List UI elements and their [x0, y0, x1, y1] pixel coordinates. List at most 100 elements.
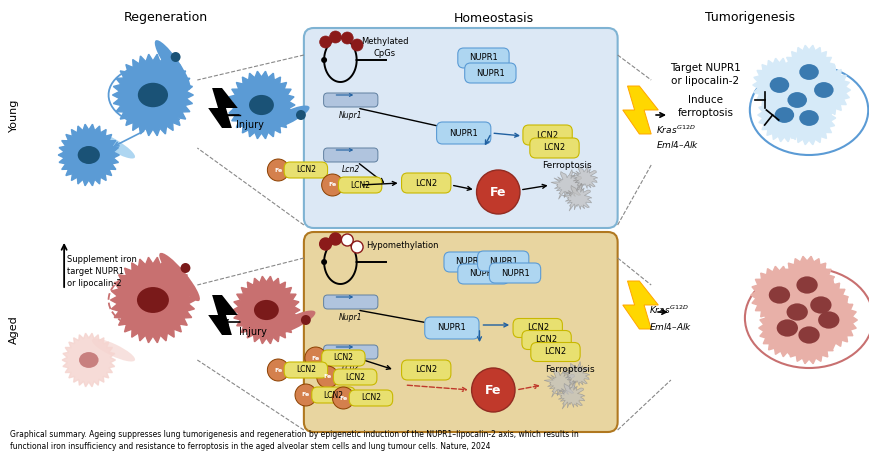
Text: Injury: Injury	[238, 327, 266, 337]
Text: LCN2: LCN2	[323, 390, 343, 400]
Text: LCN2: LCN2	[361, 394, 381, 403]
FancyBboxPatch shape	[348, 390, 392, 406]
Polygon shape	[233, 276, 300, 344]
Text: NUPR1: NUPR1	[437, 324, 466, 332]
FancyBboxPatch shape	[401, 360, 450, 380]
Text: LCN2: LCN2	[295, 365, 315, 375]
Text: target NUPR1: target NUPR1	[67, 267, 124, 276]
Text: $\it{Kras}^{G12D}$: $\it{Kras}^{G12D}$	[648, 304, 688, 316]
Text: $\it{Eml4}$–$\it{Alk}$: $\it{Eml4}$–$\it{Alk}$	[655, 138, 699, 149]
Ellipse shape	[137, 83, 168, 107]
Polygon shape	[562, 361, 589, 387]
Polygon shape	[208, 88, 237, 128]
Text: Ferroptosis: Ferroptosis	[542, 161, 592, 169]
FancyBboxPatch shape	[513, 319, 561, 337]
Text: Fe: Fe	[274, 168, 282, 173]
Text: Fe: Fe	[485, 384, 501, 396]
FancyArrowPatch shape	[407, 385, 466, 391]
Text: $\it{Eml4}$–$\it{Alk}$: $\it{Eml4}$–$\it{Alk}$	[648, 321, 692, 331]
Ellipse shape	[254, 300, 278, 320]
Ellipse shape	[813, 82, 833, 98]
Text: Methylated: Methylated	[361, 38, 408, 46]
Polygon shape	[228, 71, 295, 139]
Circle shape	[301, 315, 310, 325]
FancyBboxPatch shape	[303, 232, 617, 432]
Polygon shape	[758, 299, 815, 357]
Text: LCN2: LCN2	[415, 178, 437, 188]
FancyBboxPatch shape	[323, 93, 377, 107]
Circle shape	[321, 259, 327, 265]
FancyArrowPatch shape	[222, 113, 239, 117]
Ellipse shape	[799, 64, 818, 80]
FancyBboxPatch shape	[323, 345, 377, 359]
Text: LCN2: LCN2	[526, 324, 548, 332]
Ellipse shape	[773, 107, 793, 123]
FancyArrowPatch shape	[336, 148, 352, 151]
Polygon shape	[778, 257, 835, 314]
FancyArrowPatch shape	[494, 133, 518, 137]
Ellipse shape	[262, 105, 309, 130]
FancyBboxPatch shape	[322, 350, 365, 366]
Text: NUPR1: NUPR1	[475, 69, 504, 78]
FancyArrowPatch shape	[336, 345, 352, 348]
Text: Homeostasis: Homeostasis	[453, 11, 533, 25]
Polygon shape	[622, 86, 658, 134]
Text: Aged: Aged	[9, 316, 19, 345]
Circle shape	[329, 233, 341, 245]
Text: NUPR1: NUPR1	[500, 268, 529, 277]
Text: Regeneration: Regeneration	[123, 11, 208, 25]
Ellipse shape	[79, 352, 98, 368]
Text: CpGs: CpGs	[374, 49, 395, 58]
Polygon shape	[796, 63, 850, 117]
Ellipse shape	[155, 40, 190, 90]
Ellipse shape	[92, 339, 135, 361]
Text: NUPR1: NUPR1	[448, 128, 478, 138]
Text: Graphical summary. Ageing suppresses lung tumorigenesis and regeneration by epig: Graphical summary. Ageing suppresses lun…	[10, 430, 578, 439]
Circle shape	[181, 263, 190, 273]
FancyBboxPatch shape	[338, 177, 381, 193]
FancyBboxPatch shape	[529, 138, 579, 158]
Ellipse shape	[795, 276, 817, 294]
FancyArrowPatch shape	[482, 323, 507, 327]
Text: LCN2: LCN2	[333, 354, 353, 362]
Ellipse shape	[809, 296, 831, 314]
Text: Fe: Fe	[328, 183, 336, 188]
Text: Fe: Fe	[339, 395, 347, 400]
Text: Lcn2: Lcn2	[342, 362, 360, 371]
Circle shape	[295, 384, 316, 406]
FancyBboxPatch shape	[521, 331, 571, 350]
Polygon shape	[622, 281, 658, 329]
FancyArrowPatch shape	[362, 182, 395, 185]
Ellipse shape	[269, 311, 315, 336]
Text: Young: Young	[9, 99, 19, 132]
Text: Fe: Fe	[302, 393, 309, 398]
Text: $\it{Kras}^{G12D}$: $\it{Kras}^{G12D}$	[655, 124, 695, 136]
FancyBboxPatch shape	[488, 263, 540, 283]
FancyArrowPatch shape	[655, 113, 664, 117]
Text: LCN2: LCN2	[536, 130, 558, 139]
Ellipse shape	[776, 319, 797, 336]
FancyArrowPatch shape	[115, 131, 143, 146]
FancyBboxPatch shape	[477, 251, 528, 271]
FancyArrowPatch shape	[62, 245, 67, 287]
Text: NUPR1: NUPR1	[454, 257, 483, 266]
Text: LCN2: LCN2	[349, 181, 369, 189]
Polygon shape	[550, 169, 582, 199]
Polygon shape	[543, 367, 575, 397]
Text: or lipocalin-2: or lipocalin-2	[671, 76, 739, 86]
Ellipse shape	[798, 326, 819, 344]
Circle shape	[471, 368, 514, 412]
Text: LCN2: LCN2	[345, 372, 365, 381]
FancyArrowPatch shape	[360, 359, 390, 370]
Polygon shape	[554, 381, 584, 409]
Circle shape	[321, 57, 327, 63]
FancyBboxPatch shape	[323, 295, 377, 309]
Polygon shape	[208, 295, 237, 335]
Polygon shape	[792, 276, 848, 334]
Text: Injury: Injury	[235, 120, 263, 130]
Ellipse shape	[136, 287, 169, 313]
Circle shape	[351, 39, 362, 51]
FancyArrowPatch shape	[360, 109, 451, 130]
Ellipse shape	[786, 92, 806, 108]
Text: LCN2: LCN2	[543, 143, 565, 153]
